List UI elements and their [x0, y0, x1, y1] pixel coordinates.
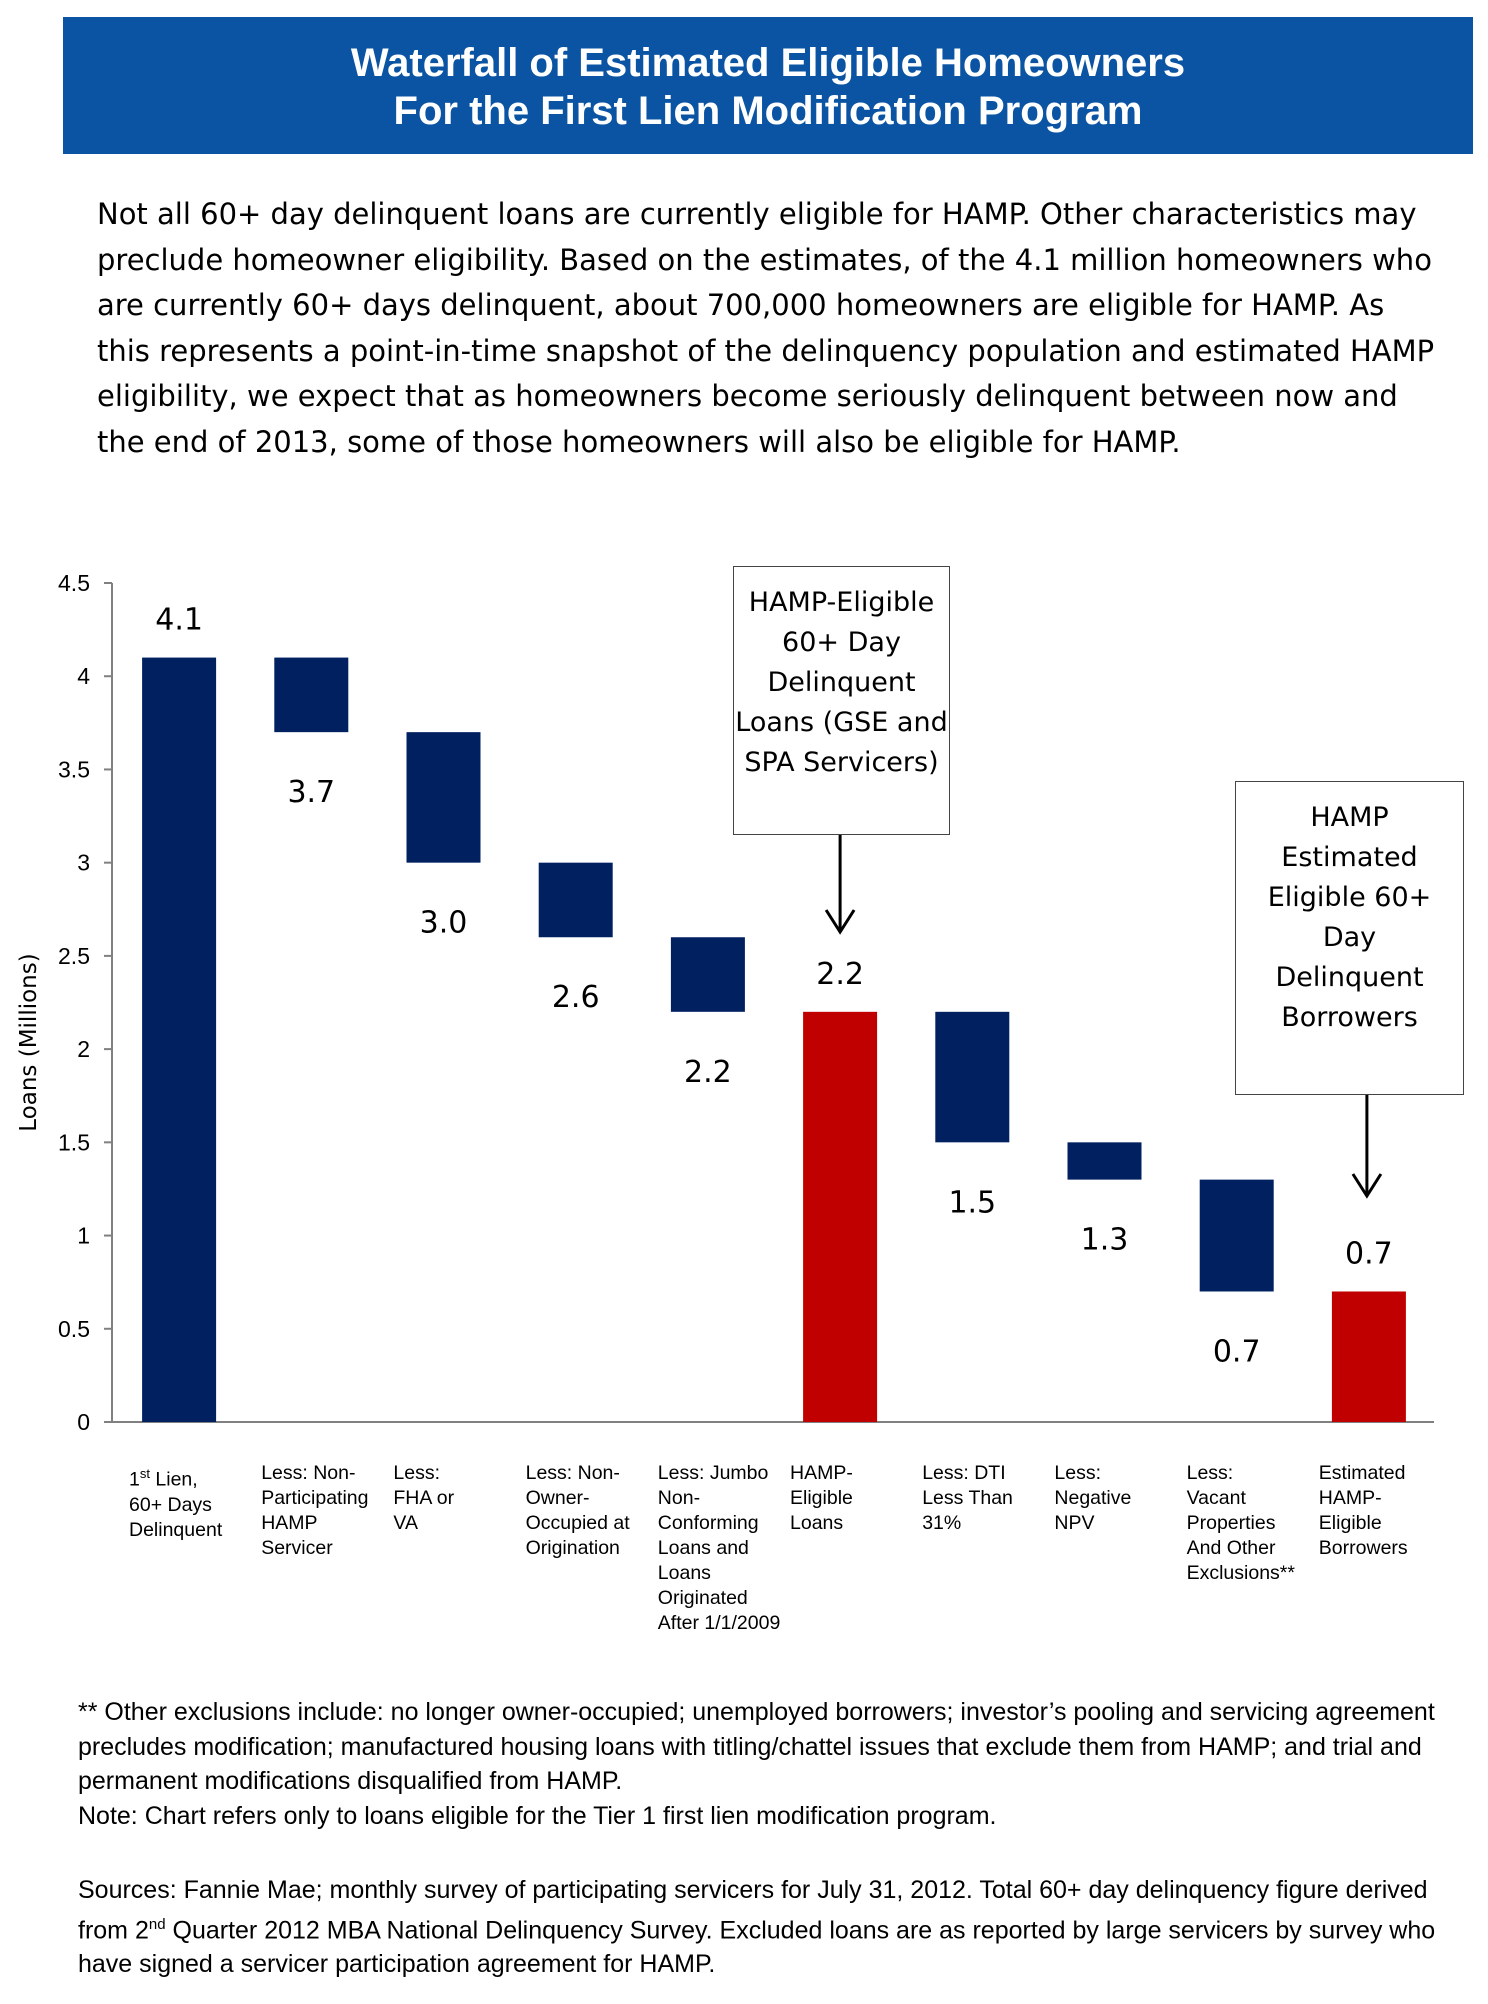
y-tick-label: 3.5 [58, 756, 90, 782]
chart-data-labels: 4.1 3.7 3.0 2.6 2.2 2.2 1.5 1.3 0.7 0.7 [155, 603, 1393, 1370]
data-label-4: 2.6 [552, 980, 600, 1015]
bar-6 [803, 1011, 878, 1422]
footnote: ** Other exclusions include: no longer o… [78, 1695, 1478, 1833]
x-category-label: Less: Negative NPV [1054, 1462, 1132, 1534]
x-category-label: Less: Non- Owner- Occupied at Originatio… [525, 1462, 630, 1559]
bar-9 [1199, 1179, 1274, 1292]
y-tick-label: 0.5 [58, 1316, 90, 1342]
footnote-note: Note: Chart refers only to loans eligibl… [78, 1801, 997, 1830]
y-tick-label: 0 [77, 1409, 90, 1435]
data-label-1: 4.1 [155, 603, 203, 638]
data-label-2: 3.7 [287, 775, 335, 810]
callout-box-1: HAMP-Eligible 60+ Day Delinquent Loans (… [733, 566, 950, 835]
intro-paragraph: Not all 60+ day delinquent loans are cur… [97, 197, 1435, 459]
chart-axes: 0 0.5 1 1.5 2 2.5 3 3.5 4 4.5 Loans (Millions) [16, 570, 1434, 1435]
data-label-6: 2.2 [816, 957, 864, 992]
callout-arrows [824, 835, 1383, 1199]
data-label-5: 2.2 [684, 1055, 732, 1090]
x-category-label: Less: Vacant Properties And Other Exclus… [1186, 1462, 1295, 1584]
bar-2 [274, 657, 349, 733]
data-label-7: 1.5 [948, 1185, 996, 1220]
x-category-label: Less: Jumbo Non- Conforming Loans and Lo… [657, 1462, 781, 1634]
y-tick-label: 1.5 [58, 1129, 90, 1155]
y-tick-label: 4.5 [58, 570, 90, 596]
data-label-9: 0.7 [1213, 1334, 1261, 1369]
page-title-line2: For the First Lien Modification Program [393, 89, 1143, 133]
bar-1 [142, 657, 217, 1422]
data-label-3: 3.0 [420, 906, 468, 941]
callout-box-2: HAMP Estimated Eligible 60+ Day Delinque… [1235, 781, 1464, 1095]
bar-4 [538, 862, 613, 938]
sources-note: Sources: Fannie Mae; monthly survey of p… [78, 1873, 1478, 1982]
callout-arrowhead-1 [824, 909, 856, 935]
y-tick-label: 1 [77, 1223, 90, 1249]
bar-8 [1067, 1142, 1142, 1180]
x-category-label: Less: Non- Participating HAMP Servicer [261, 1462, 369, 1559]
chart-bars [142, 657, 1406, 1422]
data-label-10: 0.7 [1345, 1236, 1393, 1271]
waterfall-chart: 0 0.5 1 1.5 2 2.5 3 3.5 4 4.5 Loans (Millions) 4.1… [16, 570, 1434, 1435]
x-category-label: Less: FHA or VA [393, 1462, 455, 1534]
callout-arrowhead-2 [1351, 1173, 1383, 1199]
y-tick-label: 2.5 [58, 943, 90, 969]
sources-text-1: Sources: Fannie Mae; monthly survey of p… [78, 1876, 1428, 1944]
x-category-label: HAMP- Eligible Loans [790, 1462, 853, 1534]
x-category-label: 1st Lien, 60+ Days Delinquent [129, 1466, 223, 1541]
y-tick-label: 3 [77, 850, 90, 876]
bar-5 [670, 937, 745, 1012]
bar-7 [935, 1011, 1010, 1143]
x-category-label: Less: DTI Less Than 31% [922, 1462, 1013, 1534]
y-axis-label: Loans (Millions) [16, 953, 42, 1131]
y-tick-label: 4 [77, 663, 90, 689]
footnote-exclusions: ** Other exclusions include: no longer o… [78, 1698, 1435, 1795]
bar-10 [1331, 1291, 1406, 1422]
data-label-8: 1.3 [1081, 1223, 1129, 1258]
bar-3 [406, 732, 481, 863]
x-category-label: Estimated HAMP- Eligible Borrowers [1318, 1462, 1408, 1559]
sources-superscript: nd [148, 1915, 166, 1933]
sources-text-2: Quarter 2012 MBA National Delinquency Su… [78, 1915, 1436, 1979]
page-title-line1: Waterfall of Estimated Eligible Homeowne… [350, 41, 1186, 85]
y-tick-label: 2 [77, 1036, 90, 1062]
title-banner: Waterfall of Estimated Eligible Homeowne… [63, 17, 1473, 154]
